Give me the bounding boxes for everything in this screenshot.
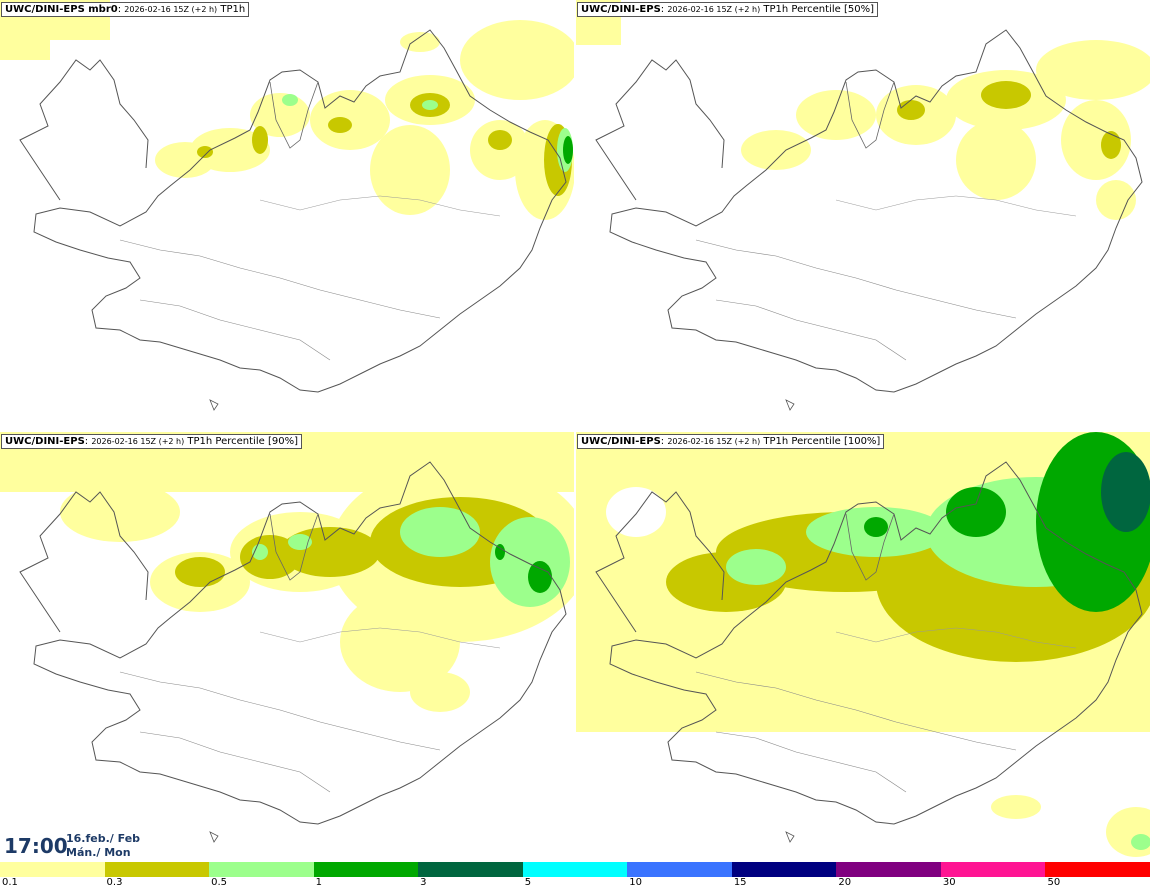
panel-model: UWC/DINI-EPS bbox=[581, 4, 661, 15]
colorbar-segment bbox=[836, 862, 941, 877]
panel-run: 2026-02-16 15Z (+2 h) bbox=[124, 5, 218, 14]
colorbar-label: 1 bbox=[315, 877, 322, 888]
valid-date-line1: 16.feb./ Feb bbox=[66, 832, 141, 845]
colorbar-segment bbox=[1045, 862, 1150, 877]
panel-run: 2026-02-16 15Z (+2 h) bbox=[91, 437, 185, 446]
map-panel-p100: UWC/DINI-EPS: 2026-02-16 15Z (+2 h) TP1h… bbox=[576, 432, 1150, 863]
map-panel-mbr0: UWC/DINI-EPS mbr0: 2026-02-16 15Z (+2 h)… bbox=[0, 0, 574, 431]
panel-field: TP1h Percentile [100%] bbox=[763, 436, 881, 447]
colorbar-label: 0.3 bbox=[106, 877, 123, 888]
colorbar-label: 0.5 bbox=[211, 877, 227, 888]
valid-time-box: 17:00 16.feb./ Feb Mán./ Mon bbox=[0, 826, 150, 862]
panel-field: TP1h bbox=[220, 4, 246, 15]
precipitation-map-p90 bbox=[0, 432, 574, 843]
precipitation-map-p50 bbox=[576, 0, 1150, 411]
colorbar-label: 3 bbox=[420, 877, 427, 888]
colorbar-label: 30 bbox=[942, 877, 956, 888]
colorbar-labels: 0.1 0.3 0.5 1 3 5 10 15 20 30 50 bbox=[0, 877, 1150, 891]
panel-title-p50: UWC/DINI-EPS: 2026-02-16 15Z (+2 h) TP1h… bbox=[577, 2, 878, 17]
colorbar-segment bbox=[209, 862, 314, 877]
valid-time-clock: 17:00 bbox=[4, 834, 68, 858]
panel-field: TP1h Percentile [90%] bbox=[187, 436, 298, 447]
colorbar-segment bbox=[0, 862, 105, 877]
panel-model: UWC/DINI-EPS bbox=[581, 436, 661, 447]
colorbar-label: 20 bbox=[838, 877, 852, 888]
precipitation-colorbar bbox=[0, 862, 1150, 877]
colorbar-segment bbox=[940, 862, 1046, 877]
colorbar-label: 10 bbox=[629, 877, 642, 888]
colorbar-segment bbox=[104, 862, 210, 877]
panel-run: 2026-02-16 15Z (+2 h) bbox=[667, 5, 761, 14]
precipitation-map-mbr0 bbox=[0, 0, 574, 411]
colorbar-segment bbox=[418, 862, 523, 877]
panel-field: TP1h Percentile [50%] bbox=[763, 4, 874, 15]
colorbar-label: 50 bbox=[1047, 877, 1061, 888]
map-panel-p90: UWC/DINI-EPS: 2026-02-16 15Z (+2 h) TP1h… bbox=[0, 432, 574, 863]
panel-title-p90: UWC/DINI-EPS: 2026-02-16 15Z (+2 h) TP1h… bbox=[1, 434, 302, 449]
panel-run: 2026-02-16 15Z (+2 h) bbox=[667, 437, 761, 446]
colorbar-segment bbox=[313, 862, 419, 877]
colorbar-label: 15 bbox=[733, 877, 747, 888]
colorbar-label: 0.1 bbox=[2, 877, 18, 888]
colorbar-label: 5 bbox=[524, 877, 532, 888]
panel-model: UWC/DINI-EPS bbox=[5, 436, 85, 447]
colorbar-segment bbox=[731, 862, 837, 877]
valid-date-line2: Mán./ Mon bbox=[66, 846, 131, 859]
panel-title-mbr0: UWC/DINI-EPS mbr0: 2026-02-16 15Z (+2 h)… bbox=[1, 2, 250, 17]
colorbar-segment bbox=[522, 862, 628, 877]
map-panel-p50: UWC/DINI-EPS: 2026-02-16 15Z (+2 h) TP1h… bbox=[576, 0, 1150, 431]
panel-title-p100: UWC/DINI-EPS: 2026-02-16 15Z (+2 h) TP1h… bbox=[577, 434, 885, 449]
colorbar-segment bbox=[627, 862, 732, 877]
panel-model: UWC/DINI-EPS mbr0 bbox=[5, 4, 118, 15]
precipitation-map-p100 bbox=[576, 432, 1150, 857]
